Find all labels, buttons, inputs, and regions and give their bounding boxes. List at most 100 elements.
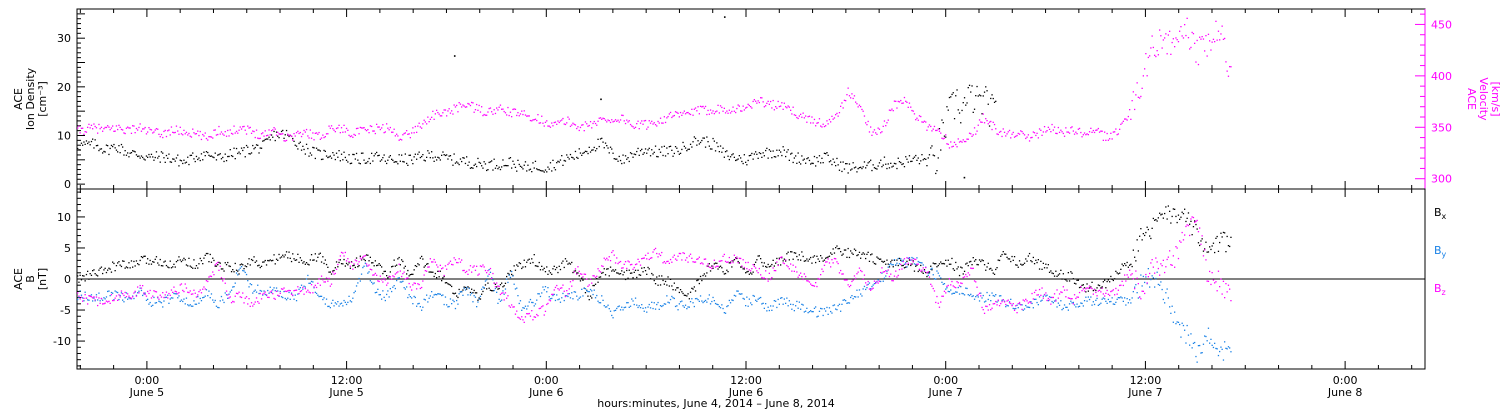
velocity-point: [394, 135, 396, 137]
density-point: [248, 153, 250, 155]
field-point-by: [818, 310, 821, 312]
field-point-bz: [339, 255, 341, 257]
field-point-by: [696, 297, 698, 300]
velocity-point: [796, 116, 798, 119]
field-point-bx: [214, 265, 216, 267]
field-point-bx: [377, 264, 379, 266]
density-point: [918, 163, 921, 165]
field-point-bz: [343, 255, 345, 257]
field-point-by: [756, 300, 758, 302]
density-point: [634, 153, 637, 156]
field-point-bx: [770, 265, 772, 267]
field-point-bx: [1151, 227, 1153, 229]
density-point: [982, 95, 984, 97]
velocity-point: [368, 132, 370, 134]
field-point-bx: [451, 285, 453, 288]
velocity-point: [988, 121, 991, 123]
field-point-bx: [761, 261, 763, 264]
field-point-bz: [1177, 257, 1180, 260]
field-point-by: [1081, 302, 1083, 305]
field-point-bx: [632, 277, 634, 279]
field-point-bx: [1075, 283, 1077, 285]
density-point: [150, 153, 153, 155]
velocity-point: [509, 111, 512, 113]
field-point-bz: [472, 266, 474, 268]
field-point-bx: [666, 284, 668, 286]
velocity-point: [1222, 38, 1225, 40]
density-point: [624, 155, 627, 157]
density-point: [518, 163, 520, 166]
field-point-bx: [1002, 251, 1004, 253]
density-point: [376, 151, 378, 154]
velocity-point: [561, 119, 563, 121]
field-point-bx: [474, 292, 477, 294]
density-point: [573, 158, 575, 160]
field-point-by: [1196, 361, 1198, 363]
velocity-point: [1076, 133, 1078, 135]
field-point-bz: [544, 310, 547, 312]
field-point-bz: [707, 263, 709, 265]
field-point-bx: [654, 283, 657, 285]
density-point: [502, 159, 504, 161]
velocity-point: [229, 129, 231, 131]
field-point-bx: [507, 272, 509, 275]
field-point-by: [896, 262, 898, 264]
field-point-by: [229, 291, 231, 293]
density-point: [547, 166, 549, 168]
velocity-point: [682, 112, 684, 114]
field-point-bz: [877, 282, 879, 284]
velocity-point: [158, 133, 160, 135]
density-point: [659, 151, 662, 153]
field-point-bz: [791, 270, 793, 272]
field-point-bz: [369, 268, 371, 270]
velocity-point: [622, 114, 624, 117]
velocity-point: [456, 104, 458, 107]
field-point-bz: [1210, 283, 1212, 286]
field-point-bx: [775, 262, 777, 264]
field-point-bz: [750, 270, 752, 272]
velocity-point: [1060, 129, 1062, 131]
velocity-point: [963, 140, 966, 143]
field-point-by: [1135, 284, 1137, 286]
field-point-bz: [352, 268, 354, 270]
field-point-by: [1110, 300, 1112, 303]
field-point-bz: [242, 292, 244, 294]
field-point-bz: [295, 289, 298, 291]
velocity-point: [727, 112, 729, 114]
field-point-bx: [957, 266, 959, 268]
density-point: [308, 155, 310, 157]
field-point-bz: [461, 259, 463, 261]
field-point-bx: [1052, 272, 1054, 275]
velocity-point: [464, 106, 467, 108]
field-point-bx: [678, 291, 680, 294]
field-point-by: [881, 272, 883, 274]
density-point: [843, 168, 846, 170]
field-point-by: [1120, 296, 1122, 298]
field-point-bx: [304, 263, 306, 265]
field-point-bz: [1230, 300, 1232, 302]
density-point: [348, 154, 350, 156]
density-point: [107, 145, 109, 147]
field-point-by: [737, 290, 739, 292]
density-point: [133, 150, 135, 152]
density-point: [991, 94, 993, 96]
field-point-by: [1137, 297, 1139, 299]
velocity-point: [671, 116, 673, 119]
velocity-point: [1181, 35, 1183, 37]
field-point-bx: [553, 265, 555, 267]
field-point-by: [255, 291, 258, 293]
field-point-bx: [348, 262, 350, 264]
field-point-bx: [498, 287, 500, 290]
velocity-point: [138, 126, 140, 129]
field-point-bz: [1077, 296, 1079, 298]
field-point-bz: [1117, 289, 1119, 291]
field-point-bz: [1115, 287, 1117, 290]
velocity-point: [792, 106, 794, 108]
density-point: [297, 148, 299, 150]
field-point-bx: [1090, 286, 1092, 288]
velocity-point: [103, 128, 105, 130]
field-axis-title: B: [24, 275, 37, 283]
density-point: [682, 141, 684, 144]
density-point: [911, 160, 913, 162]
density-point: [743, 154, 745, 156]
